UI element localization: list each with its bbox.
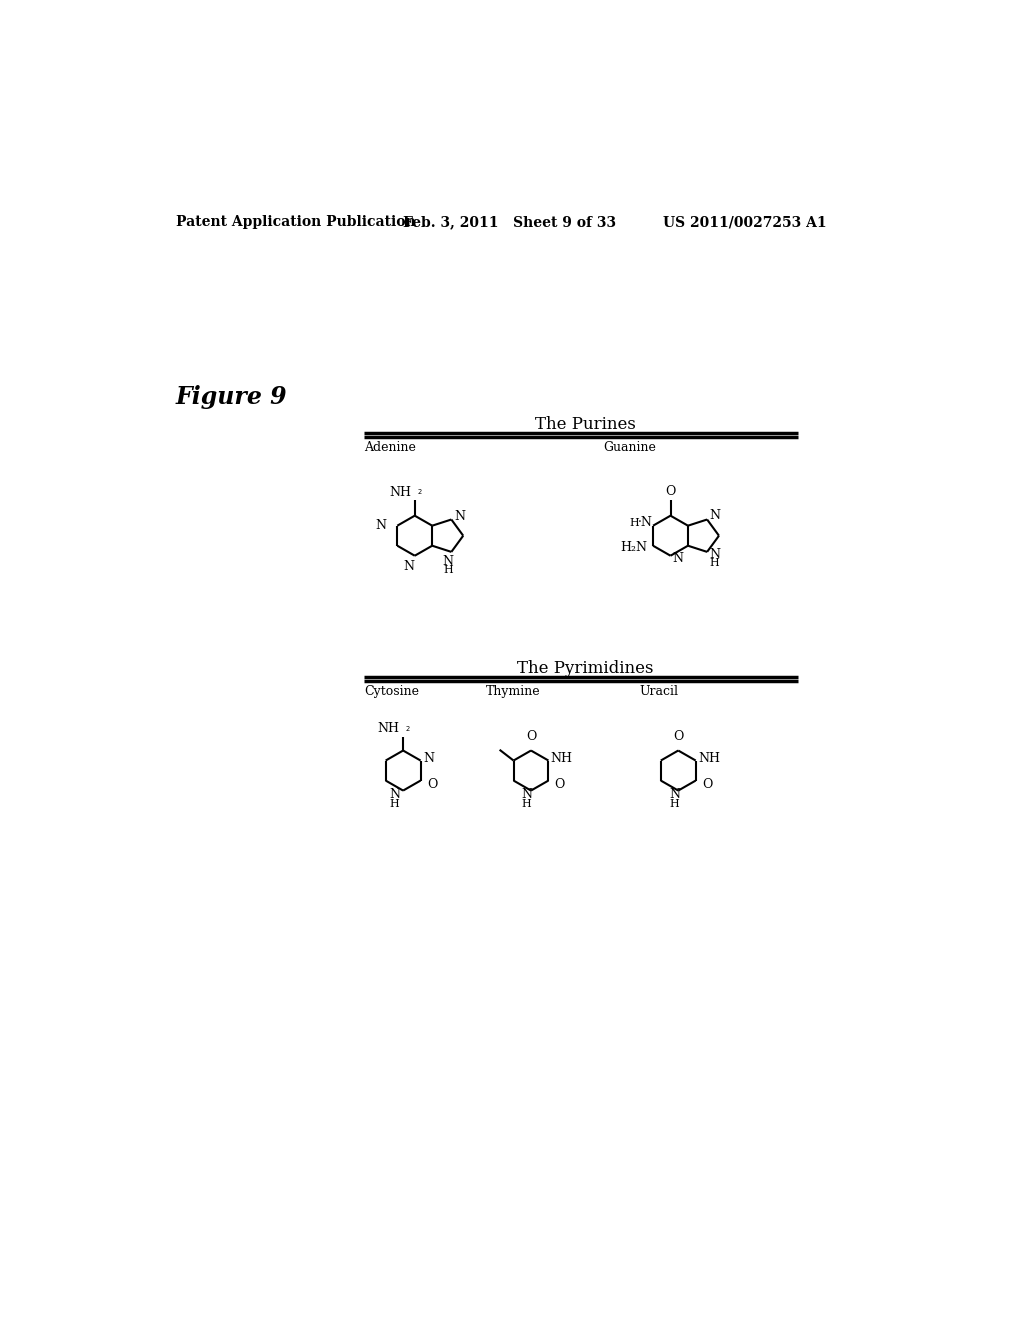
Text: $_2$: $_2$ xyxy=(417,488,423,498)
Text: NH: NH xyxy=(698,752,720,766)
Text: H: H xyxy=(669,799,679,809)
Text: N: N xyxy=(376,519,386,532)
Text: N: N xyxy=(669,788,680,801)
Text: O: O xyxy=(666,486,676,499)
Text: NH: NH xyxy=(377,722,399,735)
Text: O: O xyxy=(673,730,683,743)
Text: N: N xyxy=(710,510,721,523)
Text: N: N xyxy=(673,552,684,565)
Text: H: H xyxy=(443,565,454,576)
Text: US 2011/0027253 A1: US 2011/0027253 A1 xyxy=(663,215,826,230)
Text: H₂N: H₂N xyxy=(621,541,647,554)
Text: O: O xyxy=(555,777,565,791)
Text: N: N xyxy=(403,560,414,573)
Text: N: N xyxy=(423,752,434,766)
Text: N: N xyxy=(710,548,721,561)
Text: Patent Application Publication: Patent Application Publication xyxy=(176,215,416,230)
Text: $_2$: $_2$ xyxy=(406,725,411,734)
Text: N: N xyxy=(442,554,454,568)
Text: NH: NH xyxy=(551,752,572,766)
Text: The Purines: The Purines xyxy=(535,416,636,433)
Text: Thymine: Thymine xyxy=(486,685,541,698)
Text: Uracil: Uracil xyxy=(640,685,679,698)
Text: N: N xyxy=(521,788,532,801)
Text: H: H xyxy=(521,799,531,809)
Text: NH: NH xyxy=(389,486,411,499)
Text: ·N: ·N xyxy=(638,516,652,529)
Text: Figure 9: Figure 9 xyxy=(176,385,288,409)
Text: Feb. 3, 2011   Sheet 9 of 33: Feb. 3, 2011 Sheet 9 of 33 xyxy=(403,215,616,230)
Text: H: H xyxy=(710,558,719,569)
Text: N: N xyxy=(455,510,466,523)
Text: Cytosine: Cytosine xyxy=(365,685,420,698)
Text: The Pyrimidines: The Pyrimidines xyxy=(517,660,653,677)
Text: O: O xyxy=(525,730,537,743)
Text: H: H xyxy=(630,517,640,528)
Text: O: O xyxy=(427,777,437,791)
Text: O: O xyxy=(701,777,713,791)
Text: Adenine: Adenine xyxy=(365,441,416,454)
Text: Guanine: Guanine xyxy=(603,441,656,454)
Text: H: H xyxy=(389,799,399,809)
Text: N: N xyxy=(389,788,400,801)
